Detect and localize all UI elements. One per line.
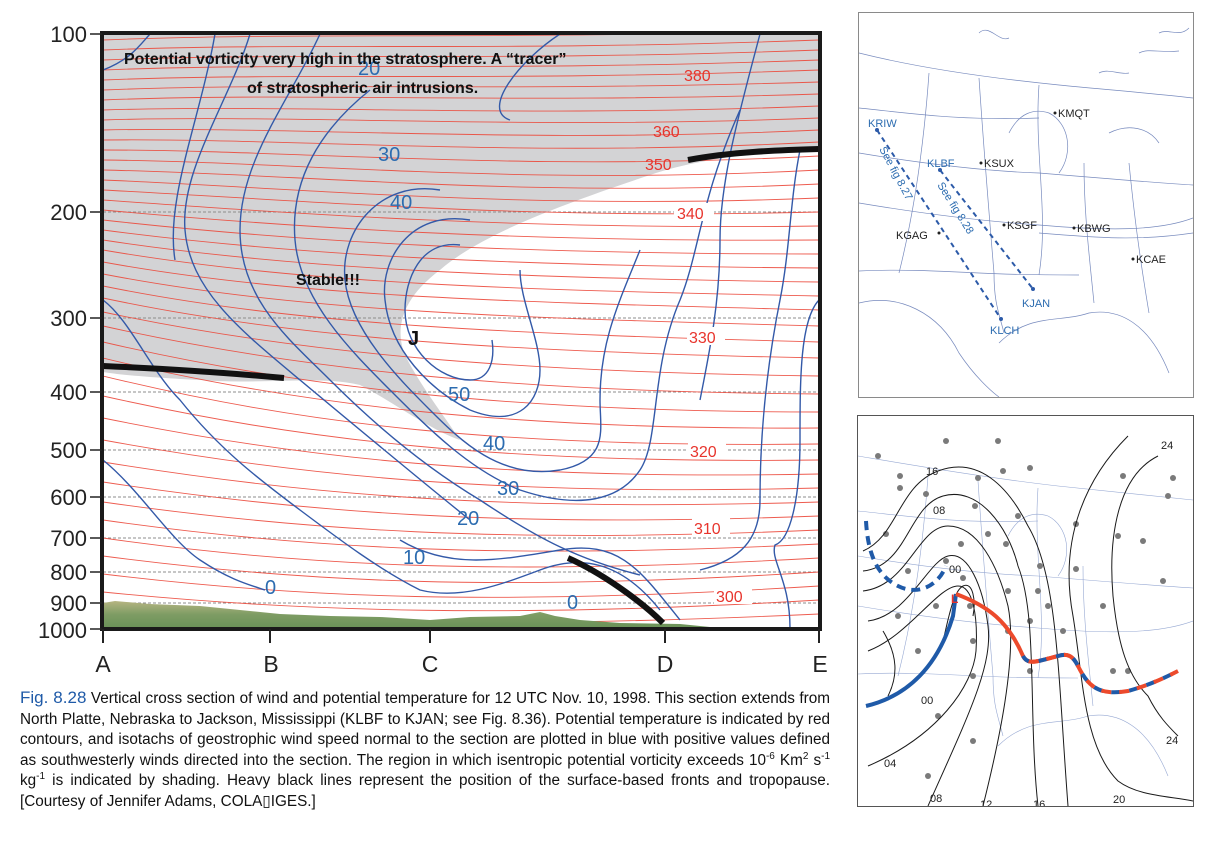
station-KMQT: KMQT <box>1058 108 1090 120</box>
y-tick-200: 200 <box>50 200 87 225</box>
isotach-label-40-upper: 40 <box>390 192 412 214</box>
theta-label-360: 360 <box>653 124 680 141</box>
isotach-label-10: 10 <box>403 547 425 569</box>
y-tick-700: 700 <box>50 526 87 551</box>
isobar-label-08-top: 08 <box>933 505 945 517</box>
station-KCAE: KCAE <box>1136 254 1166 266</box>
cross-section-chart: 380 360 350 340 330 320 310 300 20 30 40… <box>38 22 828 677</box>
stable-label: Stable!!! <box>296 272 360 289</box>
isobar-label-16-top: 16 <box>926 466 938 478</box>
section-endpoints <box>875 128 1035 321</box>
x-axis <box>102 629 820 643</box>
station-locator-map: KMQT KSUX KSGF KBWG KGAG KCAE KRIW KLBF … <box>858 12 1194 398</box>
isobar-label-08-bottom: 08 <box>930 793 942 805</box>
isobar-label-24-bottom: 24 <box>1166 735 1178 747</box>
jet-core-label: J <box>408 328 419 350</box>
annotation-line-1: Potential vorticity very high in the str… <box>124 51 566 68</box>
surface-analysis-map: L 16 08 00 00 04 08 12 16 20 24 24 <box>857 415 1194 807</box>
y-tick-100: 100 <box>50 22 87 47</box>
theta-contours <box>103 34 819 624</box>
isobar-label-12: 12 <box>980 799 992 807</box>
isotach-label-30-lower: 30 <box>497 478 519 500</box>
y-tick-500: 500 <box>50 438 87 463</box>
theta-label-330: 330 <box>689 330 716 347</box>
section-lines <box>876 129 1034 320</box>
black-station-dots <box>937 111 1135 261</box>
low-pressure-label: L <box>951 592 958 606</box>
y-tick-600: 600 <box>50 485 87 510</box>
station-KSGF: KSGF <box>1007 220 1037 232</box>
y-axis-labels: 100 200 300 400 500 600 700 800 900 1000 <box>38 22 87 643</box>
theta-label-340: 340 <box>677 206 704 223</box>
isotach-label-0-left: 0 <box>265 577 276 599</box>
theta-label-310: 310 <box>694 521 721 538</box>
theta-label-320: 320 <box>690 444 717 461</box>
isobars <box>862 435 1193 806</box>
y-tick-400: 400 <box>50 380 87 405</box>
isobar-label-16-bottom: 16 <box>1033 799 1045 807</box>
fronts <box>864 520 1179 708</box>
state-boundaries <box>859 27 1193 397</box>
x-tick-B: B <box>263 651 278 677</box>
figure-caption: Fig. 8.28 Vertical cross section of wind… <box>20 688 831 810</box>
theta-label-350: 350 <box>645 157 672 174</box>
y-tick-900: 900 <box>50 591 87 616</box>
isobar-label-20: 20 <box>1113 794 1125 806</box>
terrain <box>103 601 720 628</box>
y-axis <box>90 33 102 630</box>
isotach-contours <box>103 34 819 628</box>
y-tick-800: 800 <box>50 560 87 585</box>
isobar-label-04: 04 <box>884 758 896 770</box>
station-KRIW: KRIW <box>868 118 897 130</box>
isotach-label-50: 50 <box>448 384 470 406</box>
isobar-label-24-top: 24 <box>1161 440 1173 452</box>
y-tick-300: 300 <box>50 306 87 331</box>
station-KSUX: KSUX <box>984 158 1015 170</box>
station-KJAN: KJAN <box>1022 298 1050 310</box>
annotation-line-2: of stratospheric air intrusions. <box>247 80 478 97</box>
x-tick-D: D <box>657 651 674 677</box>
theta-label-380: 380 <box>684 68 711 85</box>
plot-frame <box>100 31 822 631</box>
isotach-label-0-right: 0 <box>567 592 578 614</box>
station-KLCH: KLCH <box>990 325 1019 337</box>
isobar-label-00-top: 00 <box>949 564 961 576</box>
x-tick-C: C <box>422 651 439 677</box>
x-axis-labels: A B C D E <box>95 651 827 677</box>
station-markers <box>875 438 1176 779</box>
station-KBWG: KBWG <box>1077 223 1111 235</box>
isobar-labels: 16 08 00 00 04 08 12 16 20 24 24 <box>884 440 1178 807</box>
x-tick-A: A <box>95 651 111 677</box>
theta-labels: 380 360 350 340 330 320 310 300 <box>645 68 752 606</box>
y-tick-1000: 1000 <box>38 618 87 643</box>
station-KLBF: KLBF <box>927 158 955 170</box>
isobar-label-00-bottom: 00 <box>921 695 933 707</box>
state-boundaries <box>858 455 1193 777</box>
isotach-label-30-upper: 30 <box>378 144 400 166</box>
theta-label-300: 300 <box>716 589 743 606</box>
isotach-label-40-lower: 40 <box>483 433 505 455</box>
section-label-8-27: See fig 8.27 <box>876 145 914 202</box>
isotach-label-20-top: 20 <box>358 58 380 80</box>
isotach-label-20-lower: 20 <box>457 508 479 530</box>
x-tick-E: E <box>812 651 827 677</box>
station-KGAG: KGAG <box>896 230 928 242</box>
isotach-labels: 20 30 40 50 40 30 20 10 0 0 <box>265 58 578 614</box>
front-tropopause-lines <box>103 146 819 626</box>
figure-number: Fig. 8.28 <box>20 688 87 707</box>
